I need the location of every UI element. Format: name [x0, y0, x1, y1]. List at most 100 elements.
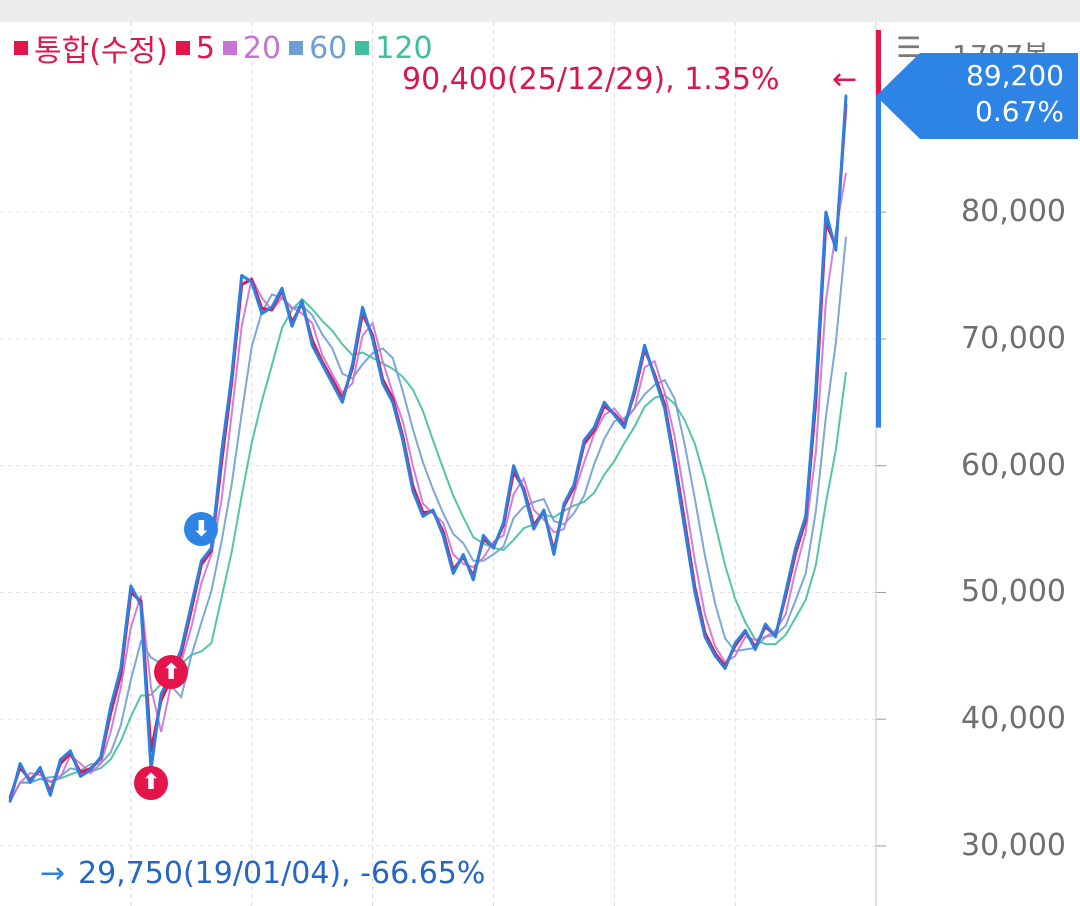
data-point: [633, 388, 636, 391]
data-point: [794, 546, 797, 550]
data-point: [441, 534, 445, 537]
legend-item[interactable]: 20: [222, 30, 282, 66]
data-point: [210, 546, 213, 550]
data-point: [603, 401, 606, 404]
data-point: [582, 439, 586, 442]
legend-item[interactable]: 120: [355, 30, 433, 66]
data-point: [79, 775, 82, 778]
data-point: [562, 502, 566, 505]
data-point: [351, 363, 354, 366]
y-tick-label: 60,000: [961, 447, 1066, 483]
current-price-tag[interactable]: 89,200 0.67%: [876, 52, 1078, 139]
y-tick-label: 50,000: [961, 574, 1066, 610]
data-point: [542, 508, 546, 512]
legend-item[interactable]: 60: [289, 31, 347, 66]
data-point: [774, 635, 777, 639]
data-point: [522, 489, 525, 493]
data-point: [139, 603, 143, 607]
data-point: [321, 363, 324, 366]
data-point: [411, 489, 415, 493]
legend-swatch: [14, 41, 28, 55]
data-point: [129, 584, 133, 588]
left-arrow-icon: ←: [832, 62, 858, 97]
legend-label: 120: [375, 30, 433, 66]
data-point: [653, 375, 656, 379]
legend-label: 통합(수정): [34, 34, 168, 69]
legend-swatch: [175, 41, 190, 55]
data-point: [180, 648, 183, 651]
data-point: [844, 94, 848, 97]
data-point: [431, 508, 435, 512]
data-point: [361, 306, 364, 309]
data-point: [723, 667, 727, 670]
data-point: [109, 705, 112, 708]
data-point: [552, 553, 556, 556]
sell-signal-down-arrow-icon[interactable]: ⬇: [184, 512, 219, 547]
legend-label: 60: [309, 30, 348, 66]
data-point: [331, 382, 334, 385]
grid-lines: [0, 22, 886, 906]
legend-swatch: [289, 41, 304, 55]
data-point: [280, 287, 284, 290]
data-point: [401, 439, 405, 442]
y-tick-label: 80,000: [961, 194, 1066, 230]
data-point: [39, 766, 42, 769]
range-bar-down: [876, 95, 881, 428]
current-price-indicator: [876, 30, 881, 428]
data-point: [300, 299, 304, 303]
data-point: [824, 210, 828, 214]
data-point: [683, 527, 687, 531]
legend-item[interactable]: 5: [175, 31, 215, 66]
data-point: [744, 629, 747, 632]
data-point: [8, 800, 12, 803]
legend-item[interactable]: 통합(수정): [14, 26, 168, 70]
data-point: [190, 603, 193, 607]
data-point: [703, 635, 707, 639]
data-point: [240, 274, 243, 277]
data-point: [754, 648, 757, 651]
series-ma-5-line: [8, 104, 848, 799]
data-point: [28, 781, 32, 784]
data-point: [673, 464, 676, 467]
data-point: [462, 553, 465, 556]
current-price-value: 89,200: [966, 58, 1064, 92]
data-point: [18, 762, 22, 765]
chart-legend: 통합(수정) 5 20 60 120: [14, 26, 441, 70]
price-tag-shape: [876, 52, 1078, 139]
data-point: [371, 337, 374, 341]
data-point: [381, 382, 384, 385]
data-point: [834, 248, 838, 252]
data-point: [482, 534, 485, 537]
right-arrow-icon: →: [40, 856, 66, 891]
buy-signal-up-arrow-icon[interactable]: ⬆: [154, 655, 189, 690]
ma-120-line: [9, 297, 847, 803]
y-tick-label: 70,000: [961, 320, 1066, 356]
data-point: [693, 591, 697, 594]
legend-swatch: [222, 41, 237, 55]
legend-swatch: [355, 41, 370, 55]
data-point: [764, 622, 767, 626]
buy-signal-up-arrow-icon[interactable]: ⬆: [134, 765, 168, 800]
data-point: [532, 527, 535, 531]
series-price-line: [8, 95, 848, 802]
data-point: [663, 407, 666, 410]
current-price-change: 0.67%: [975, 94, 1064, 128]
price-chart[interactable]: [0, 22, 1080, 906]
y-tick-label: 40,000: [961, 701, 1066, 737]
data-point: [99, 756, 102, 759]
data-point: [502, 521, 505, 524]
data-point: [200, 559, 203, 562]
data-point: [260, 312, 264, 315]
data-point: [230, 375, 233, 379]
data-point: [713, 654, 717, 658]
ma-60-line: [9, 236, 847, 803]
data-point: [492, 546, 495, 550]
low-price-annotation: 29,750(19/01/04), -66.65%: [78, 856, 486, 891]
data-point: [250, 280, 253, 284]
data-point: [310, 344, 314, 347]
data-point: [512, 464, 515, 467]
data-point: [119, 667, 122, 670]
data-point: [421, 515, 425, 518]
legend-label: 20: [242, 30, 282, 66]
data-point: [341, 401, 344, 404]
